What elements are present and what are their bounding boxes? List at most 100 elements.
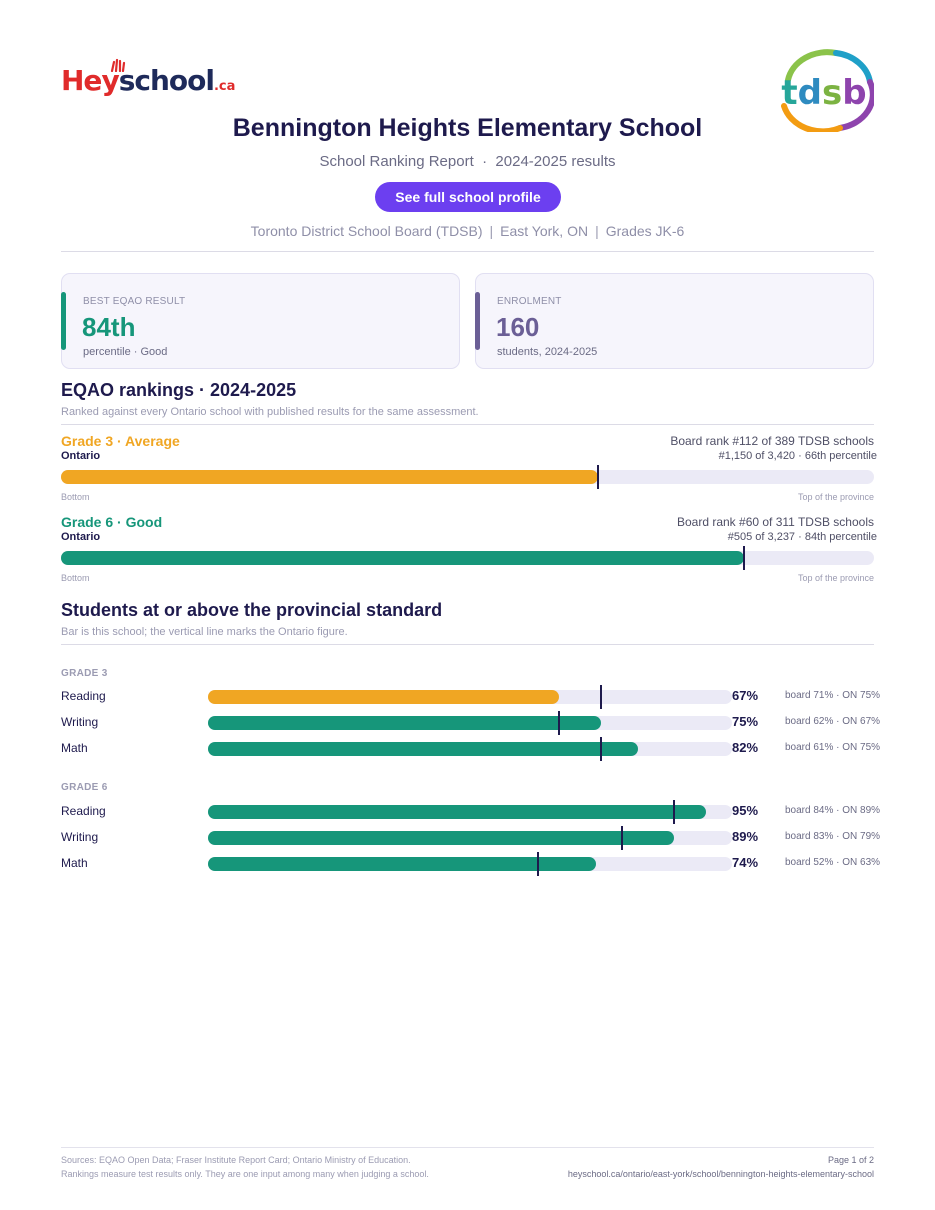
ontario-marker	[558, 711, 560, 735]
standards-title: Students at or above the provincial stan…	[61, 600, 443, 620]
standards-note: Bar is this school; the vertical line ma…	[61, 626, 348, 638]
tdsb-logo: tdsb	[774, 48, 876, 135]
footer-disclaimer: Rankings measure test results only. They…	[61, 1169, 429, 1179]
percentile-marker	[743, 546, 745, 570]
header-divider	[61, 251, 874, 252]
ranking-region: Ontario	[61, 450, 101, 462]
school-location: East York, ON	[500, 223, 589, 239]
report-title: School Ranking Report	[319, 153, 474, 170]
ranking-board-rank: Board rank #60 of 311 TDSB schools	[676, 515, 874, 529]
standard-row: Writing 89% board 83% · ON 79%	[61, 826, 901, 850]
ontario-marker	[673, 800, 675, 824]
bottom-label: Bottom	[61, 573, 90, 583]
school-percent: 82%	[732, 740, 759, 755]
card-value: 160	[496, 312, 540, 342]
top-label: Top of the province	[797, 492, 874, 502]
school-board: Toronto District School Board (TDSB)	[250, 223, 483, 239]
ranking-province-rank: #1,150 of 3,420 · 66th percentile	[718, 450, 877, 462]
tdsb-logo-text: tdsb	[781, 73, 866, 113]
subject-label: Reading	[61, 804, 106, 818]
ranking-grade-3: Grade 3 · Average Ontario Board rank #11…	[61, 433, 877, 508]
school-percent: 95%	[732, 803, 759, 818]
school-bar	[208, 831, 674, 845]
comparison-text: board 84% · ON 89%	[785, 805, 881, 816]
school-percent: 67%	[732, 688, 759, 703]
standard-row: Math 74% board 52% · ON 63%	[61, 852, 901, 876]
page-title: Bennington Heights Elementary School	[232, 114, 703, 142]
rankings-title: EQAO rankings · 2024-2025	[61, 380, 297, 400]
enrolment-card: ENROLMENT 160 students, 2024-2025	[475, 273, 874, 369]
footer-url[interactable]: heyschool.ca/ontario/east-york/school/be…	[567, 1169, 874, 1179]
comparison-text: board 71% · ON 75%	[785, 690, 881, 701]
best-eqao-card: BEST EQAO RESULT 84th percentile · Good	[61, 273, 460, 369]
rankings-divider	[61, 424, 874, 425]
school-bar	[208, 742, 638, 756]
percentile-track	[61, 465, 874, 489]
school-grades: Grades JK-6	[605, 223, 685, 239]
ontario-marker	[600, 737, 602, 761]
logo-school: school	[118, 64, 215, 97]
footer-sources: Sources: EQAO Open Data; Fraser Institut…	[61, 1155, 411, 1165]
ranking-grade-6: Grade 6 · Good Ontario Board rank #60 of…	[61, 514, 877, 589]
school-percent: 74%	[732, 855, 759, 870]
comparison-text: board 61% · ON 75%	[785, 742, 881, 753]
school-bar	[208, 857, 596, 871]
card-label: BEST EQAO RESULT	[83, 296, 186, 307]
percentile-track	[61, 546, 874, 570]
comparison-text: board 52% · ON 63%	[785, 857, 881, 868]
grade-6-heading: GRADE 6	[61, 782, 108, 793]
page-number: Page 1 of 2	[827, 1155, 874, 1165]
comparison-text: board 83% · ON 79%	[785, 831, 881, 842]
school-percent: 89%	[732, 829, 759, 844]
ranking-province-rank: #505 of 3,237 · 84th percentile	[727, 531, 877, 543]
waving-hand-icon	[110, 58, 126, 72]
grade-3-heading: GRADE 3	[61, 668, 108, 679]
school-bar	[208, 690, 559, 704]
subject-label: Math	[61, 741, 88, 755]
school-bar	[208, 805, 706, 819]
card-label: ENROLMENT	[497, 296, 562, 307]
ranking-board-rank: Board rank #112 of 389 TDSB schools	[670, 434, 874, 448]
standard-track	[208, 685, 732, 709]
standard-row: Reading 67% board 71% · ON 75%	[61, 685, 901, 709]
subject-label: Math	[61, 856, 88, 870]
rankings-note: Ranked against every Ontario school with…	[61, 406, 479, 418]
results-year: 2024-2025 results	[495, 153, 616, 170]
standard-row: Math 82% board 61% · ON 75%	[61, 737, 901, 761]
school-percent: 75%	[732, 714, 759, 729]
standard-track	[208, 800, 732, 824]
card-value: 84th	[82, 312, 136, 342]
standard-track	[208, 826, 732, 850]
standard-track	[208, 852, 732, 876]
card-accent	[475, 292, 480, 350]
ranking-region: Ontario	[61, 531, 101, 543]
standard-row: Reading 95% board 84% · ON 89%	[61, 800, 901, 824]
see-full-profile-button[interactable]: See full school profile	[375, 182, 561, 212]
top-label: Top of the province	[797, 573, 874, 583]
heyschool-logo[interactable]: Heyschool.ca	[61, 58, 235, 100]
ontario-marker	[537, 852, 539, 876]
comparison-text: board 62% · ON 67%	[785, 716, 881, 727]
ontario-marker	[600, 685, 602, 709]
standards-divider	[61, 644, 874, 645]
footer-divider	[61, 1147, 874, 1148]
subject-label: Writing	[61, 715, 99, 729]
bottom-label: Bottom	[61, 492, 90, 502]
logo-he: He	[61, 64, 102, 97]
card-sub: students, 2024-2025	[497, 346, 598, 358]
ontario-marker	[621, 826, 623, 850]
standard-track	[208, 711, 732, 735]
subject-label: Reading	[61, 689, 106, 703]
school-bar	[208, 716, 601, 730]
logo-y: y	[101, 64, 119, 97]
card-accent	[61, 292, 66, 350]
standard-track	[208, 737, 732, 761]
ranking-grade-label: Grade 6 · Good	[61, 514, 163, 530]
logo-ca: .ca	[213, 79, 236, 94]
percentile-marker	[597, 465, 599, 489]
card-sub: percentile · Good	[83, 346, 168, 358]
ranking-grade-label: Grade 3 · Average	[61, 433, 180, 449]
subject-label: Writing	[61, 830, 99, 844]
report-subtitle: School Ranking Report · 2024-2025 result…	[319, 153, 616, 170]
percentile-fill	[61, 470, 598, 484]
